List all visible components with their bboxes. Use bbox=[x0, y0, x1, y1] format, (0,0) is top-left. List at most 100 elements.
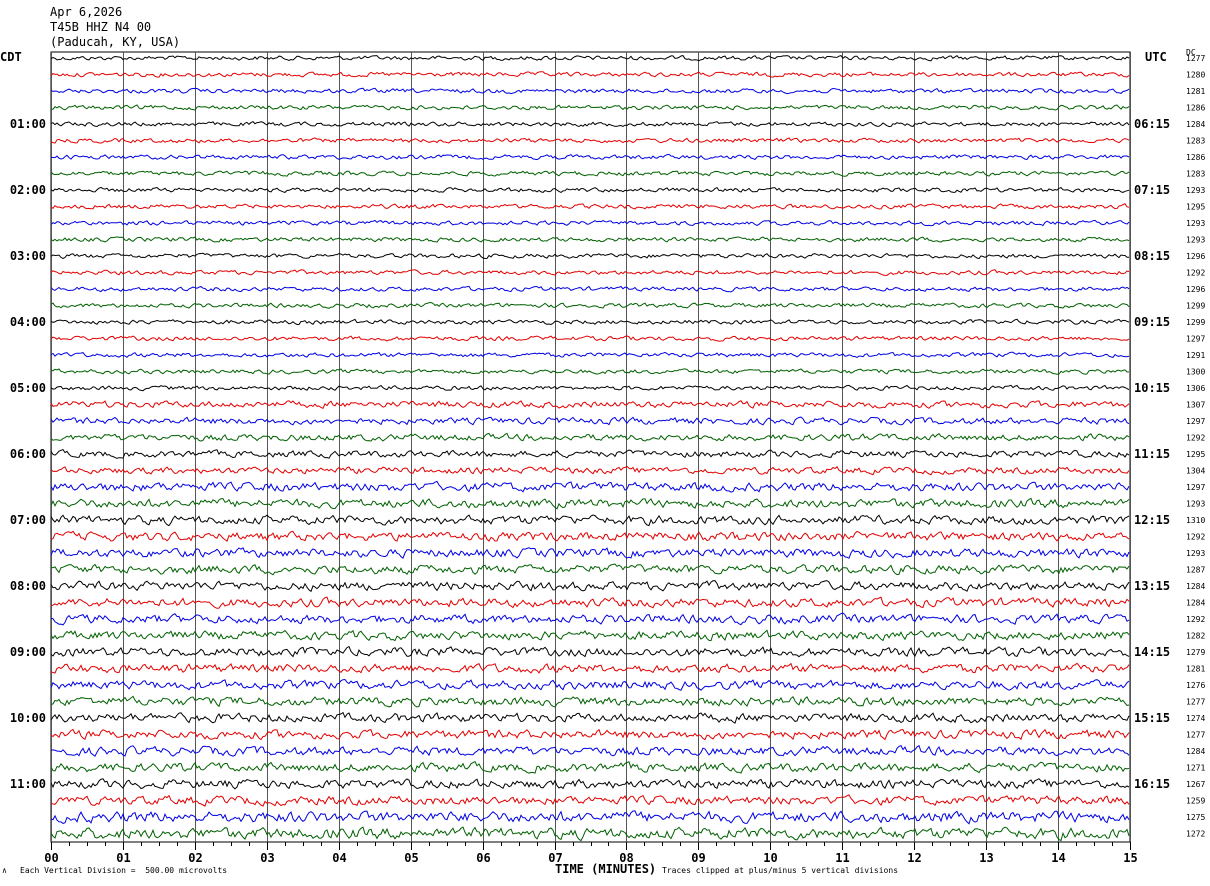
seismic-trace bbox=[50, 744, 1130, 757]
dc-offset-label: 1281 bbox=[1186, 665, 1205, 674]
x-tick-label: 03 bbox=[260, 851, 274, 865]
left-hour-label: 11:00 bbox=[10, 777, 46, 791]
dc-offset-label: 1292 bbox=[1186, 533, 1205, 542]
dc-offset-label: 1277 bbox=[1186, 698, 1205, 707]
dc-offset-label: 1292 bbox=[1186, 434, 1205, 443]
dc-offset-label: 1276 bbox=[1186, 681, 1205, 690]
dc-offset-label: 1286 bbox=[1186, 104, 1205, 113]
seismic-trace bbox=[50, 269, 1130, 276]
x-tick-label: 06 bbox=[476, 851, 490, 865]
seismic-trace bbox=[50, 596, 1130, 609]
dc-offset-label: 1297 bbox=[1186, 483, 1205, 492]
seismic-trace bbox=[50, 87, 1130, 95]
dc-offset-label: 1284 bbox=[1186, 120, 1205, 129]
seismic-trace bbox=[50, 728, 1130, 741]
left-hour-label: 08:00 bbox=[10, 579, 46, 593]
right-hour-label: 07:15 bbox=[1134, 183, 1170, 197]
seismic-trace bbox=[50, 318, 1130, 326]
seismic-trace bbox=[50, 629, 1130, 642]
dc-offset-label: 1299 bbox=[1186, 318, 1205, 327]
dc-offset-label: 1295 bbox=[1186, 203, 1205, 212]
x-tick-label: 01 bbox=[116, 851, 130, 865]
dc-offset-label: 1286 bbox=[1186, 153, 1205, 162]
left-hour-label: 03:00 bbox=[10, 249, 46, 263]
x-tick-label: 08 bbox=[619, 851, 633, 865]
seismic-trace bbox=[50, 678, 1130, 691]
seismic-trace bbox=[50, 645, 1130, 658]
left-hour-label: 09:00 bbox=[10, 645, 46, 659]
x-tick-label: 09 bbox=[691, 851, 705, 865]
dc-offset-label: 1293 bbox=[1186, 219, 1205, 228]
dc-offset-label: 1280 bbox=[1186, 71, 1205, 80]
right-hour-label: 15:15 bbox=[1134, 711, 1170, 725]
dc-offset-label: 1274 bbox=[1186, 714, 1205, 723]
dc-offset-label: 1297 bbox=[1186, 335, 1205, 344]
dc-offset-label: 1291 bbox=[1186, 351, 1205, 360]
seismic-trace bbox=[50, 236, 1130, 243]
x-tick-label: 04 bbox=[332, 851, 346, 865]
seismic-trace bbox=[50, 612, 1130, 626]
dc-offset-label: 1277 bbox=[1186, 731, 1205, 740]
dc-offset-label: 1281 bbox=[1186, 87, 1205, 96]
seismic-trace bbox=[50, 480, 1130, 493]
seismic-trace bbox=[50, 547, 1130, 559]
seismic-trace bbox=[50, 120, 1130, 128]
seismic-trace bbox=[50, 400, 1130, 409]
dc-offset-label: 1287 bbox=[1186, 566, 1205, 575]
dc-offset-label: 1296 bbox=[1186, 285, 1205, 294]
x-tick-label: 13 bbox=[979, 851, 993, 865]
left-hour-label: 06:00 bbox=[10, 447, 46, 461]
left-hour-label: 02:00 bbox=[10, 183, 46, 197]
seismic-trace bbox=[50, 826, 1130, 842]
seismic-trace bbox=[50, 203, 1130, 210]
dc-offset-label: 1295 bbox=[1186, 450, 1205, 459]
right-hour-label: 13:15 bbox=[1134, 579, 1170, 593]
seismic-trace bbox=[50, 794, 1130, 807]
dc-offset-label: 1259 bbox=[1186, 797, 1205, 806]
dc-offset-label: 1293 bbox=[1186, 236, 1205, 245]
seismic-trace bbox=[50, 711, 1130, 724]
seismic-trace bbox=[50, 563, 1130, 576]
clip-note: Traces clipped at plus/minus 5 vertical … bbox=[662, 866, 899, 875]
seismic-trace bbox=[50, 761, 1130, 774]
dc-offset-label: 1275 bbox=[1186, 813, 1205, 822]
left-hour-label: 07:00 bbox=[10, 513, 46, 527]
seismic-trace bbox=[50, 351, 1130, 358]
seismic-trace bbox=[50, 432, 1130, 442]
seismic-trace bbox=[50, 530, 1130, 543]
seismic-trace bbox=[50, 335, 1130, 342]
left-hour-label: 05:00 bbox=[10, 381, 46, 395]
dc-offset-label: 1310 bbox=[1186, 516, 1205, 525]
seismic-trace bbox=[50, 170, 1130, 177]
x-tick-label: 12 bbox=[907, 851, 921, 865]
right-hour-label: 16:15 bbox=[1134, 777, 1170, 791]
dc-offset-label: 1293 bbox=[1186, 549, 1205, 558]
corner-mark: ∧ bbox=[2, 866, 7, 875]
dc-offset-label: 1284 bbox=[1186, 599, 1205, 608]
x-tick-label: 07 bbox=[548, 851, 562, 865]
seismic-trace bbox=[50, 465, 1130, 476]
seismic-trace bbox=[50, 104, 1130, 111]
dc-offset-label: 1272 bbox=[1186, 830, 1205, 839]
right-hour-label: 06:15 bbox=[1134, 117, 1170, 131]
seismic-trace bbox=[50, 514, 1130, 527]
x-tick-label: 02 bbox=[188, 851, 202, 865]
right-hour-label: 08:15 bbox=[1134, 249, 1170, 263]
dc-offset-label: 1283 bbox=[1186, 170, 1205, 179]
seismic-trace bbox=[50, 71, 1130, 78]
seismic-trace bbox=[50, 448, 1130, 459]
seismic-trace bbox=[50, 301, 1130, 309]
seismic-trace bbox=[50, 219, 1130, 227]
dc-offset-label: 1293 bbox=[1186, 500, 1205, 509]
right-zone-label: UTC bbox=[1145, 50, 1167, 64]
dc-offset-label: 1307 bbox=[1186, 401, 1205, 410]
seismic-trace bbox=[50, 497, 1130, 510]
left-hour-label: 10:00 bbox=[10, 711, 46, 725]
seismic-trace bbox=[50, 662, 1130, 674]
dc-offset-label: 1267 bbox=[1186, 780, 1205, 789]
right-hour-label: 11:15 bbox=[1134, 447, 1170, 461]
dc-offset-label: 1296 bbox=[1186, 252, 1205, 261]
seismic-trace bbox=[50, 186, 1130, 193]
dc-offset-label: 1306 bbox=[1186, 384, 1205, 393]
x-tick-label: 10 bbox=[763, 851, 777, 865]
